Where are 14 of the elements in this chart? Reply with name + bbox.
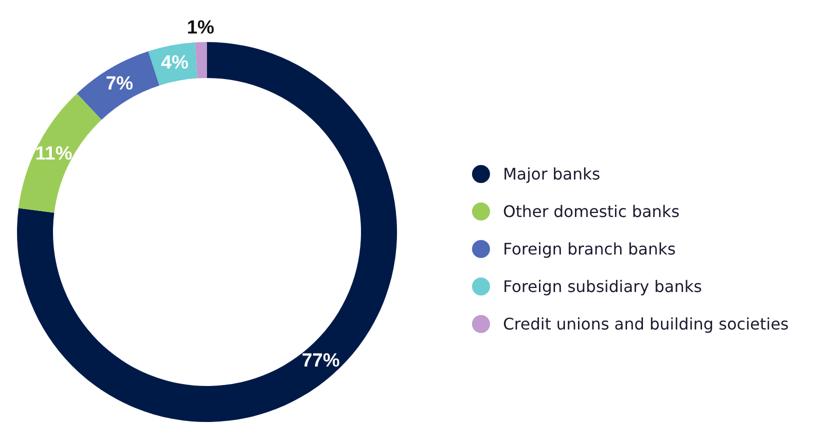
legend-label: Other domestic banks (503, 202, 680, 221)
donut-slice (17, 42, 397, 422)
data-label: 1% (186, 18, 214, 39)
data-label: 11% (35, 143, 72, 164)
data-label: 4% (161, 52, 189, 74)
data-label: 7% (106, 73, 134, 94)
legend-label: Major banks (503, 164, 600, 184)
donut-slice (76, 51, 160, 120)
donut-slice (18, 93, 102, 213)
donut-slice (195, 42, 207, 78)
data-label: 77% (302, 350, 340, 372)
legend-label: Credit unions and building societies (503, 314, 789, 334)
legend-label: Foreign branch banks (503, 240, 676, 258)
legend-label: Foreign subsidiary banks (503, 277, 702, 296)
